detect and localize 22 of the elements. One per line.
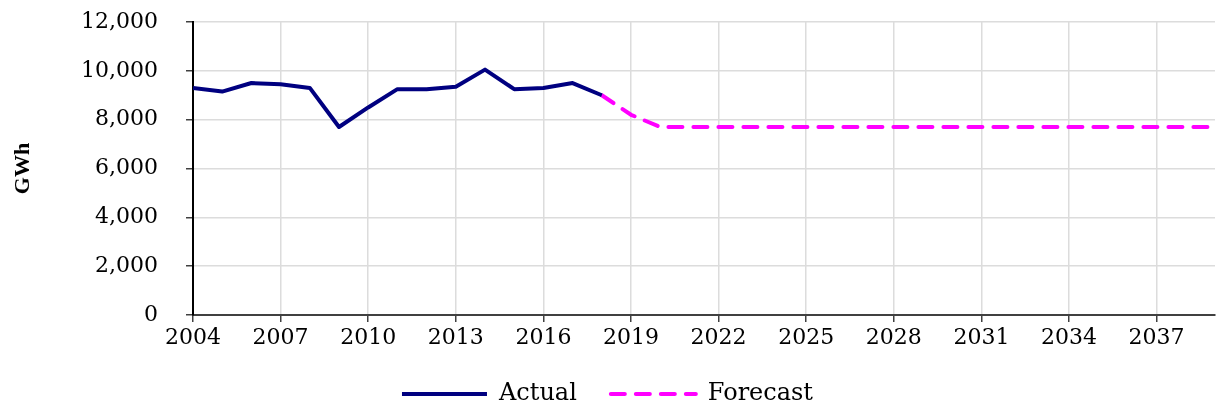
x-tick-label: 2025 [778, 323, 835, 349]
x-tick-label: 2037 [1128, 323, 1185, 349]
x-tick-label: 2016 [515, 323, 572, 349]
y-axis-title: GWh [8, 142, 34, 195]
y-tick-label: 8,000 [95, 105, 158, 131]
y-tick-label: 2,000 [95, 251, 158, 277]
y-tick-label: 10,000 [81, 56, 158, 82]
x-tick-label: 2019 [603, 323, 659, 349]
x-tick-label: 2022 [690, 323, 747, 349]
x-tick-label: 2007 [252, 323, 309, 349]
x-tick-label: 2004 [165, 323, 221, 349]
y-tick-label: 4,000 [95, 203, 158, 229]
y-tick-label: 6,000 [95, 154, 158, 180]
legend-label: Forecast [707, 378, 814, 404]
x-tick-label: 2031 [953, 323, 1010, 349]
legend-label: Actual [497, 378, 577, 404]
y-tick-label: 12,000 [81, 7, 158, 33]
x-tick-label: 2028 [865, 323, 922, 349]
y-tick-label: 0 [144, 300, 158, 326]
x-tick-label: 2034 [1041, 323, 1097, 349]
x-tick-label: 2010 [340, 323, 397, 349]
x-tick-label: 2013 [427, 323, 484, 349]
